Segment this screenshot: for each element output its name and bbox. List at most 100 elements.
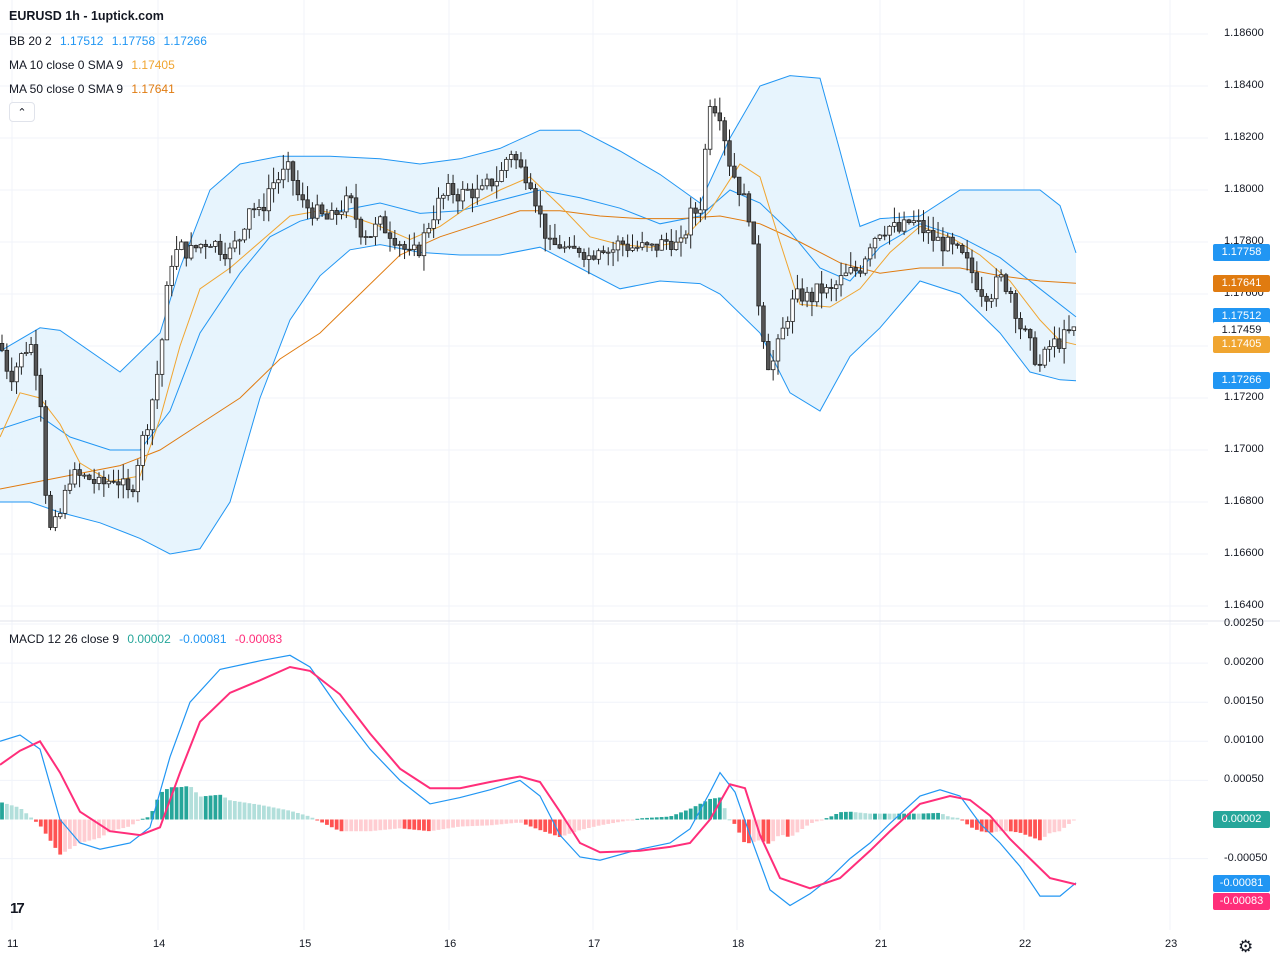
candle-body [790,298,795,322]
candle-body [159,339,165,375]
macd-value-label: 0.00002 [1213,810,1270,828]
candle [111,469,116,484]
candle [145,424,150,445]
ma10-legend[interactable]: MA 10 close 0 SMA 9 1.17405 [9,58,180,72]
candle-body [19,353,24,368]
candle [116,469,121,499]
candle [421,223,427,271]
candle [892,207,897,233]
candle-body [533,188,538,207]
candle [135,459,140,503]
candle-body [0,342,5,351]
candle-body [256,206,262,210]
ma50-legend[interactable]: MA 50 close 0 SMA 9 1.17641 [9,82,180,96]
candle [877,233,883,241]
candle [87,473,92,481]
candle [140,431,145,481]
candle-body [712,106,718,114]
candle-body [169,265,174,286]
histogram-bar [310,817,315,820]
candle-body [348,195,354,199]
candle-body [994,276,999,300]
bb-lower-line [0,244,1077,555]
histogram-bar [126,819,130,827]
candle [256,199,262,217]
candle-body [82,474,87,477]
candle [901,211,907,236]
candle-body [198,243,204,249]
candle-body [1047,346,1052,350]
candle-body [271,182,276,190]
histogram-bar [334,819,339,830]
histogram-bar [1052,819,1057,833]
time-tick-label: 22 [1019,938,1032,950]
histogram-bar [208,795,213,820]
histogram-bar [300,814,305,820]
histogram-bar [441,819,446,830]
histogram-bar [683,810,688,820]
candle-body [1013,293,1018,319]
candle [722,117,727,156]
candle-body [960,244,965,253]
histogram-bar [131,819,135,825]
gear-icon[interactable]: ⚙ [1238,937,1254,956]
candle [630,234,635,253]
candle-body [504,158,509,171]
histogram-bar [145,817,150,820]
candle-body [130,489,136,493]
histogram-bar [295,813,300,820]
candle [150,398,155,446]
candle-body [1057,338,1062,349]
histogram-bar [902,813,906,820]
candle [867,243,873,267]
candle [358,216,364,245]
candle [130,484,136,498]
legend-collapse-button[interactable]: ⌃ [9,102,35,122]
candle-body [722,120,727,142]
macd-legend[interactable]: MACD 12 26 close 9 0.00002 -0.00081 -0.0… [9,632,287,646]
candle-body [87,474,92,480]
candle-body [974,272,980,291]
histogram-bar [727,819,732,821]
candle [193,244,199,253]
candle [363,230,368,245]
histogram-bar [877,813,882,820]
time-tick-label: 18 [732,938,745,950]
candle [1071,326,1077,336]
candle-body [766,341,771,371]
candle [1008,287,1013,303]
candle-body [237,239,242,242]
histogram-bar [38,819,43,827]
candle-body [305,199,310,209]
candle-body [543,213,548,239]
candle-body [576,247,582,253]
histogram-bar [814,819,819,822]
candle [125,468,131,499]
candle-body [858,270,863,274]
tradingview-logo-icon[interactable]: 17 [10,900,25,917]
histogram-bar [232,801,237,820]
candle [285,151,291,183]
histogram-bar [509,819,514,824]
candle [218,233,223,261]
candle-body [547,237,553,240]
histogram-bar [4,803,9,820]
histogram-bar [155,799,160,820]
time-tick-label: 16 [444,938,457,950]
candle-body [640,242,645,248]
candle [460,181,465,210]
histogram-bar [868,813,873,820]
bb-legend[interactable]: BB 20 2 1.17512 1.17758 1.17266 [9,34,212,48]
macd-histogram [0,786,1076,855]
candle-body [809,291,815,303]
histogram-bar [674,814,679,820]
histogram-bar [329,819,334,828]
candle-body [179,241,184,250]
histogram-bar [514,819,518,823]
histogram-bar [339,819,344,832]
candle [528,173,533,191]
candle [397,240,402,257]
candle-body [887,225,892,236]
histogram-bar [654,817,659,820]
